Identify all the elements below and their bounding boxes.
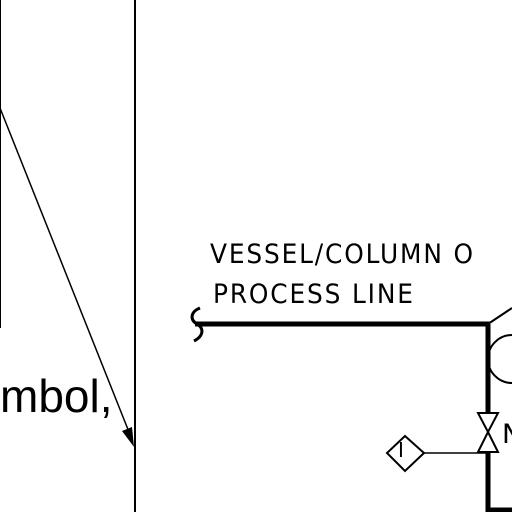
gate-valve-icon	[476, 412, 500, 453]
nozzle-line	[487, 307, 512, 325]
vessel-label: VESSEL/COLUMN O	[210, 239, 475, 270]
valve-tag-label: N	[502, 421, 512, 448]
indicator-letter: I	[398, 438, 404, 462]
pipe-break-icon	[190, 306, 204, 343]
callout-arrow-icon	[0, 107, 134, 447]
instrument-bubble-icon	[487, 334, 512, 384]
indicator-diamond-icon	[385, 434, 426, 473]
slide-text-fragment: mbol,	[0, 370, 113, 422]
process-line-label: PROCESS LINE	[213, 279, 415, 310]
